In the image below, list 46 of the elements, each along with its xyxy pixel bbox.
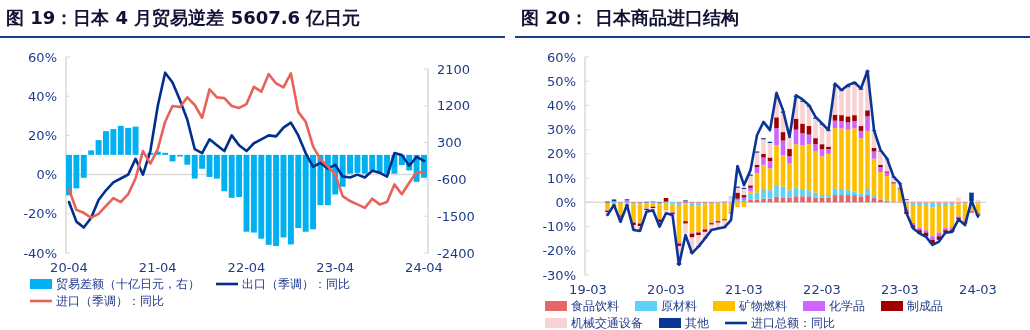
- y2-tick-label: -600: [437, 171, 467, 187]
- x-tick-label: 22-03: [803, 281, 841, 297]
- x-tick-label: 22-04: [227, 259, 266, 275]
- chart-title: 图 19：日本 4 月贸易逆差 5607.6 亿日元: [6, 7, 361, 28]
- legend-label: 原材料: [661, 299, 697, 314]
- y-tick-label: -20%: [542, 243, 576, 259]
- y-tick-label: -30%: [542, 267, 576, 283]
- y-tick-label: 50%: [547, 73, 576, 89]
- y-tick-label: -20%: [23, 206, 57, 222]
- legend-label: 进口总额：同比: [751, 316, 835, 330]
- x-tick-label: 19-03: [569, 281, 607, 297]
- x-tick-label: 24-04: [405, 259, 443, 275]
- legend-label: 矿物燃料: [738, 299, 787, 314]
- y-tick-label: -10%: [542, 219, 576, 235]
- legend-label: 贸易差额（十亿日元，右）: [56, 277, 200, 292]
- y-tick-label: -40%: [23, 245, 57, 261]
- legend-label: 其他: [685, 316, 709, 330]
- y-tick-label: 40%: [547, 97, 576, 113]
- y-tick-label: 20%: [547, 146, 576, 162]
- y-tick-label: 0%: [36, 167, 57, 183]
- y-tick-label: 60%: [28, 49, 57, 65]
- x-tick-label: 21-04: [138, 259, 177, 275]
- y2-tick-label: 300: [437, 135, 462, 151]
- legend-label: 机械交通设备: [571, 316, 643, 330]
- x-tick-label: 23-04: [316, 259, 355, 275]
- x-tick-label: 23-03: [881, 281, 919, 297]
- legend-label: 食品饮料: [571, 299, 619, 314]
- y2-tick-label: -1500: [437, 208, 475, 224]
- y-tick-label: 10%: [547, 170, 576, 186]
- y2-tick-label: 2100: [437, 61, 471, 77]
- y-tick-label: 40%: [28, 88, 57, 104]
- legend-label: 出口（季调）：同比: [242, 277, 350, 292]
- chart-title: 图 20： 日本商品进口结构: [521, 7, 739, 28]
- legend-label: 制成品: [907, 299, 943, 314]
- y-tick-label: 60%: [547, 49, 576, 65]
- x-tick-label: 20-03: [647, 281, 685, 297]
- y-tick-label: 20%: [28, 127, 57, 143]
- legend-label: 化学品: [829, 299, 865, 314]
- y-tick-label: 30%: [547, 122, 576, 138]
- y-tick-label: 0%: [555, 194, 576, 210]
- y2-tick-label: 1200: [437, 98, 471, 114]
- legend-label: 进口（季调）：同比: [56, 294, 164, 309]
- x-tick-label: 24-03: [959, 281, 997, 297]
- x-tick-label: 20-04: [50, 259, 88, 275]
- y2-tick-label: -2400: [437, 245, 475, 261]
- x-tick-label: 21-03: [725, 281, 763, 297]
